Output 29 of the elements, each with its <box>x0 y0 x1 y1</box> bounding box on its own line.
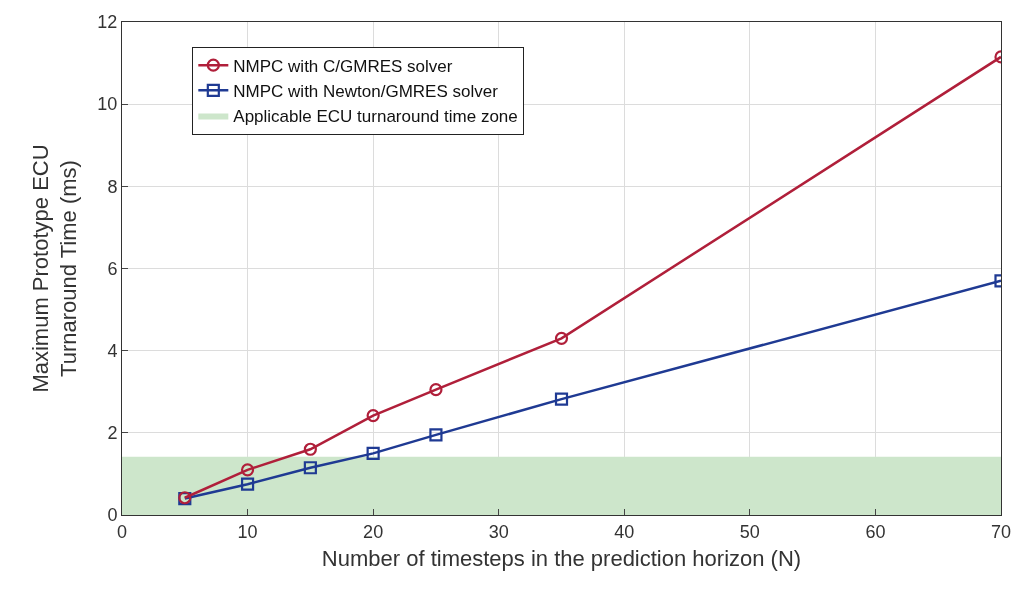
point <box>366 408 380 423</box>
point <box>303 461 317 475</box>
point <box>429 383 443 397</box>
point <box>240 477 255 491</box>
point <box>554 331 569 345</box>
x-tick-label: 40 <box>614 521 635 542</box>
y-tick-label: 0 <box>107 505 118 526</box>
x-tick-label: 60 <box>865 521 886 542</box>
y-tick-label: 12 <box>97 12 118 33</box>
y-tick-label: 4 <box>107 340 118 361</box>
x-tick-label: 30 <box>488 521 509 542</box>
point <box>303 442 317 456</box>
x-tick-label: 70 <box>990 521 1012 542</box>
legend-label: Applicable ECU turnaround time zone <box>233 107 518 127</box>
y-tick-label: 2 <box>107 423 118 444</box>
x-tick-label: 50 <box>739 521 760 542</box>
y-tick-label: 10 <box>97 94 118 115</box>
x-tick-label: 10 <box>237 521 258 542</box>
legend-label: NMPC with C/GMRES solver <box>233 56 453 76</box>
point <box>554 392 569 406</box>
y-tick-label: 6 <box>107 258 118 279</box>
legend-label: NMPC with Newton/GMRES solver <box>233 81 499 101</box>
point <box>240 463 255 477</box>
point <box>366 446 380 460</box>
y-tick-label: 8 <box>107 176 118 197</box>
x-axis-title: Number of timesteps in the prediction horizon (N) <box>321 546 802 572</box>
point <box>429 428 443 442</box>
x-tick-label: 20 <box>363 521 384 542</box>
y-axis-title: Maximum Prototype ECU Turnaround Time (ms) <box>27 144 82 393</box>
